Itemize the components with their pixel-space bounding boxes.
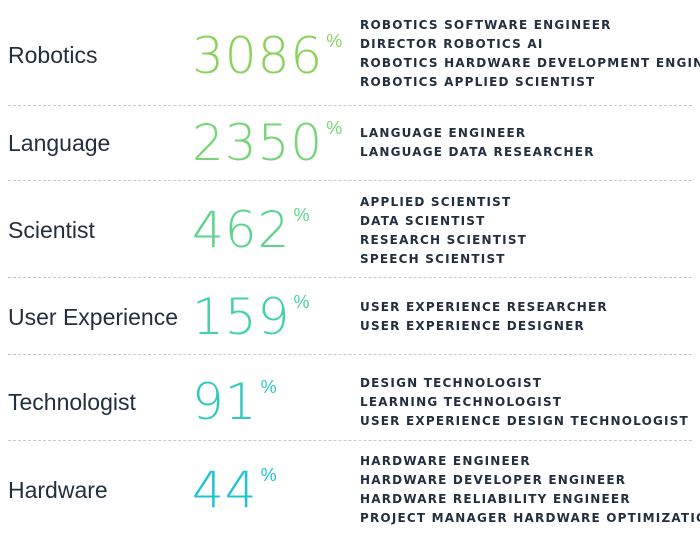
role-item: LANGUAGE ENGINEER <box>360 126 527 140</box>
role-list-user-experience: USER EXPERIENCE RESEARCHER USER EXPERIEN… <box>360 298 608 336</box>
role-item: HARDWARE RELIABILITY ENGINEER <box>360 492 631 506</box>
role-item: APPLIED SCIENTIST <box>360 195 512 209</box>
role-item: ROBOTICS APPLIED SCIENTIST <box>360 75 596 89</box>
growth-stat-hardware: 44% <box>192 465 277 515</box>
row-divider <box>8 277 692 278</box>
role-item: HARDWARE DEVELOPER ENGINEER <box>360 473 627 487</box>
percent-sign: % <box>260 465 277 485</box>
growth-stat-robotics: 3086% <box>192 31 342 81</box>
role-item: USER EXPERIENCE DESIGNER <box>360 319 585 333</box>
category-scientist: Scientist <box>8 217 95 243</box>
row-divider <box>8 354 692 355</box>
category-language: Language <box>8 130 111 156</box>
growth-stat-scientist: 462% <box>192 205 309 255</box>
growth-stat-language: 2350% <box>192 118 342 168</box>
role-item: DESIGN TECHNOLOGIST <box>360 376 543 390</box>
percent-sign: % <box>293 292 310 312</box>
growth-value: 2350 <box>192 114 324 172</box>
category-hardware: Hardware <box>8 477 108 503</box>
category-user-experience: User Experience <box>8 304 179 330</box>
growth-value: 3086 <box>192 27 324 85</box>
category-technologist: Technologist <box>8 389 136 415</box>
row-divider <box>8 180 692 181</box>
role-item: LANGUAGE DATA RESEARCHER <box>360 145 595 159</box>
role-item: DIRECTOR ROBOTICS AI <box>360 37 544 51</box>
growth-value: 44 <box>192 461 258 519</box>
role-item: USER EXPERIENCE RESEARCHER <box>360 300 608 314</box>
percent-sign: % <box>260 377 277 397</box>
role-item: PROJECT MANAGER HARDWARE OPTIMIZATION <box>360 511 700 525</box>
row-divider <box>8 440 692 441</box>
role-item: SPEECH SCIENTIST <box>360 252 506 266</box>
role-item: RESEARCH SCIENTIST <box>360 233 528 247</box>
percent-sign: % <box>293 205 310 225</box>
role-item: DATA SCIENTIST <box>360 214 486 228</box>
role-list-technologist: DESIGN TECHNOLOGIST LEARNING TECHNOLOGIS… <box>360 374 689 431</box>
role-list-hardware: HARDWARE ENGINEER HARDWARE DEVELOPER ENG… <box>360 452 700 528</box>
growth-value: 91 <box>192 373 258 431</box>
role-item: HARDWARE ENGINEER <box>360 454 531 468</box>
role-list-language: LANGUAGE ENGINEER LANGUAGE DATA RESEARCH… <box>360 124 595 162</box>
role-list-robotics: ROBOTICS SOFTWARE ENGINEER DIRECTOR ROBO… <box>360 16 700 92</box>
role-item: USER EXPERIENCE DESIGN TECHNOLOGIST <box>360 414 689 428</box>
role-item: ROBOTICS SOFTWARE ENGINEER <box>360 18 612 32</box>
category-robotics: Robotics <box>8 42 98 68</box>
growth-stat-technologist: 91% <box>192 377 277 427</box>
growth-value: 462 <box>192 201 291 259</box>
growth-value: 159 <box>192 288 291 346</box>
growth-stat-user-experience: 159% <box>192 292 309 342</box>
role-item: ROBOTICS HARDWARE DEVELOPMENT ENGINEER <box>360 56 700 70</box>
percent-sign: % <box>326 118 343 138</box>
percent-sign: % <box>326 31 343 51</box>
role-list-scientist: APPLIED SCIENTIST DATA SCIENTIST RESEARC… <box>360 193 527 269</box>
row-divider <box>8 105 692 106</box>
role-item: LEARNING TECHNOLOGIST <box>360 395 563 409</box>
